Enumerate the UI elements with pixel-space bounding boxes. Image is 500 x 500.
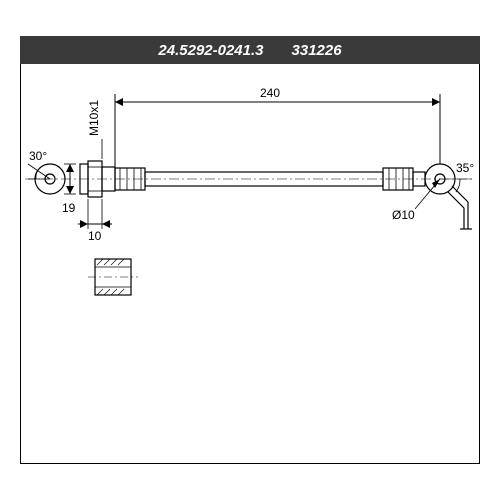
dim-fitting-10: 10 [78,199,112,243]
right-angle-arm: 35° [440,161,474,229]
dim-left-height: 19 [62,164,76,215]
header-bar: 24.5292-0241.3 331226 [20,36,480,64]
part-code: 331226 [292,42,342,59]
right-angle-label: 35° [456,161,474,175]
right-dia-label: Ø10 [392,208,415,222]
right-banjo: Ø10 [392,164,455,222]
dim-length-label: 240 [260,86,280,100]
thread-label: M10x1 [87,100,101,136]
left-angle-label: 30° [29,149,47,163]
part-number: 24.5292-0241.3 [158,42,263,59]
left-banjo: 30° [28,149,65,194]
dim-overall-length: 240 [115,86,440,179]
technical-drawing: 240 30° 19 [20,64,480,464]
dim-10-label: 10 [88,229,102,243]
dim-19-label: 19 [62,201,76,215]
section-detail [88,259,138,295]
left-fitting: M10x1 [80,100,115,197]
